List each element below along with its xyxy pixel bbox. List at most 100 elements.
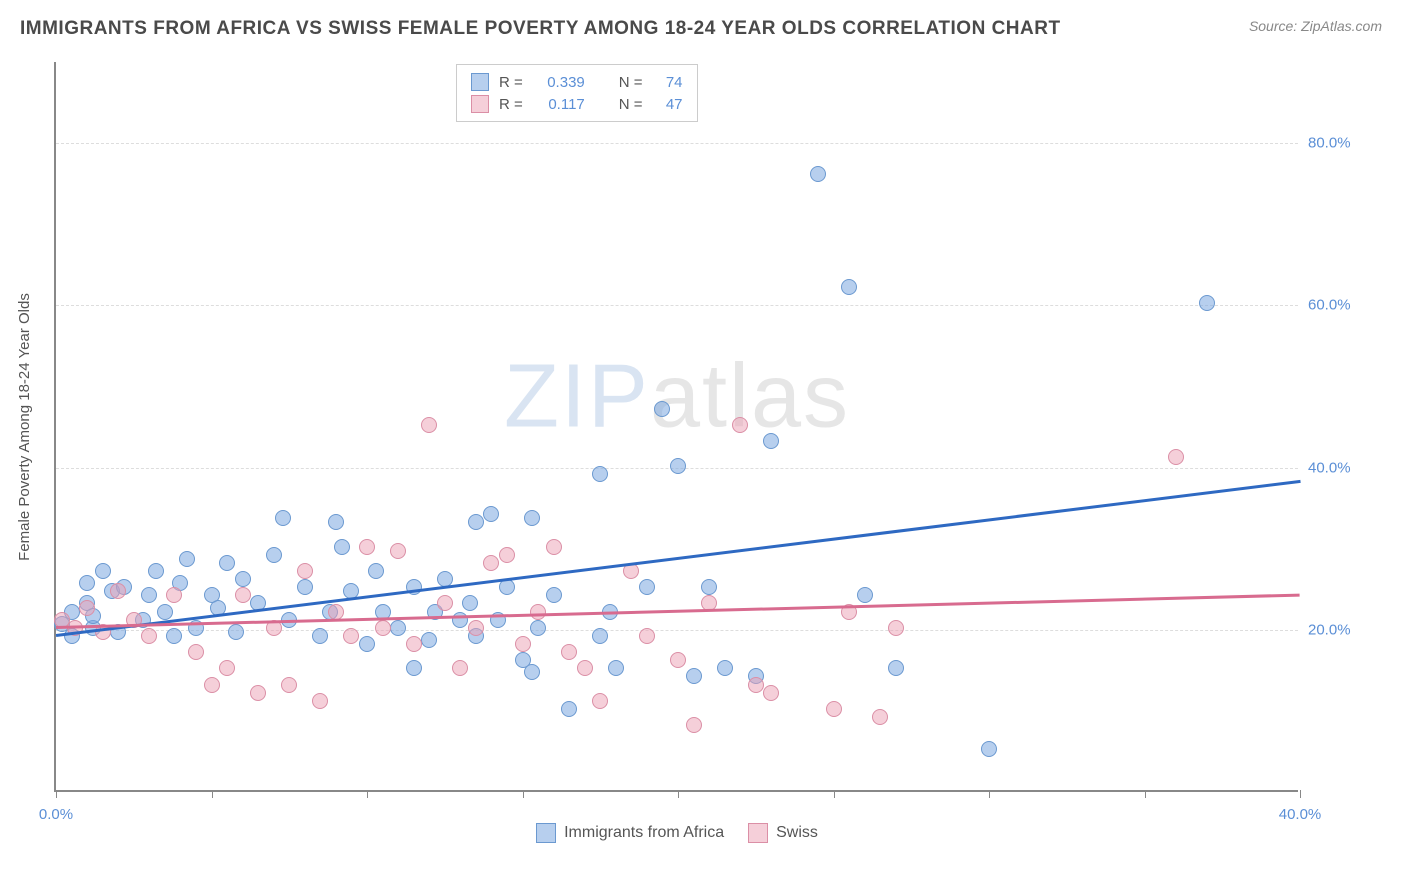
series-legend: Immigrants from Africa Swiss bbox=[56, 823, 1298, 848]
data-point bbox=[530, 620, 546, 636]
data-point bbox=[654, 401, 670, 417]
data-point bbox=[343, 628, 359, 644]
legend-swatch bbox=[748, 823, 768, 843]
x-tick-label: 40.0% bbox=[1279, 806, 1322, 823]
r-value: 0.117 bbox=[533, 96, 585, 113]
data-point bbox=[670, 458, 686, 474]
watermark-zip: ZIP bbox=[504, 346, 650, 446]
y-axis-title: Female Poverty Among 18-24 Year Olds bbox=[16, 293, 33, 561]
data-point bbox=[421, 632, 437, 648]
x-tick bbox=[834, 790, 835, 798]
source-attribution: Source: ZipAtlas.com bbox=[1249, 18, 1382, 34]
data-point bbox=[406, 660, 422, 676]
data-point bbox=[375, 620, 391, 636]
data-point bbox=[141, 628, 157, 644]
stats-legend-row: R = 0.117 N = 47 bbox=[471, 93, 683, 115]
y-tick-label: 60.0% bbox=[1308, 297, 1368, 314]
x-tick bbox=[1300, 790, 1301, 798]
data-point bbox=[592, 628, 608, 644]
legend-label: Immigrants from Africa bbox=[564, 824, 724, 842]
data-point bbox=[235, 571, 251, 587]
data-point bbox=[368, 563, 384, 579]
data-point bbox=[546, 587, 562, 603]
data-point bbox=[275, 510, 291, 526]
data-point bbox=[228, 624, 244, 640]
data-point bbox=[981, 741, 997, 757]
data-point bbox=[530, 604, 546, 620]
stats-legend-row: R =0.339N =74 bbox=[471, 71, 683, 93]
n-value: 47 bbox=[653, 96, 683, 113]
data-point bbox=[701, 579, 717, 595]
r-label: R = bbox=[499, 96, 523, 113]
data-point bbox=[748, 677, 764, 693]
data-point bbox=[390, 543, 406, 559]
x-tick-label: 0.0% bbox=[39, 806, 73, 823]
watermark: ZIPatlas bbox=[504, 345, 850, 448]
data-point bbox=[717, 660, 733, 676]
legend-swatch bbox=[536, 823, 556, 843]
x-tick bbox=[56, 790, 57, 798]
data-point bbox=[515, 636, 531, 652]
data-point bbox=[452, 660, 468, 676]
data-point bbox=[437, 595, 453, 611]
data-point bbox=[592, 693, 608, 709]
data-point bbox=[297, 563, 313, 579]
data-point bbox=[328, 514, 344, 530]
data-point bbox=[297, 579, 313, 595]
data-point bbox=[328, 604, 344, 620]
gridline-h bbox=[56, 305, 1298, 306]
data-point bbox=[888, 660, 904, 676]
data-point bbox=[452, 612, 468, 628]
header: IMMIGRANTS FROM AFRICA VS SWISS FEMALE P… bbox=[0, 0, 1406, 48]
data-point bbox=[166, 628, 182, 644]
data-point bbox=[483, 506, 499, 522]
x-tick bbox=[212, 790, 213, 798]
data-point bbox=[148, 563, 164, 579]
legend-swatch bbox=[471, 95, 489, 113]
data-point bbox=[141, 587, 157, 603]
data-point bbox=[608, 660, 624, 676]
data-point bbox=[577, 660, 593, 676]
data-point bbox=[499, 547, 515, 563]
x-tick bbox=[1145, 790, 1146, 798]
n-label: N = bbox=[619, 96, 643, 113]
data-point bbox=[888, 620, 904, 636]
data-point bbox=[359, 636, 375, 652]
data-point bbox=[524, 510, 540, 526]
data-point bbox=[468, 620, 484, 636]
data-point bbox=[157, 604, 173, 620]
data-point bbox=[763, 433, 779, 449]
data-point bbox=[686, 717, 702, 733]
legend-item: Swiss bbox=[748, 823, 818, 843]
data-point bbox=[334, 539, 350, 555]
data-point bbox=[266, 547, 282, 563]
gridline-h bbox=[56, 143, 1298, 144]
data-point bbox=[810, 166, 826, 182]
data-point bbox=[95, 563, 111, 579]
data-point bbox=[166, 587, 182, 603]
scatter-plot: ZIPatlas 20.0%40.0%60.0%80.0%0.0%40.0%R … bbox=[54, 62, 1298, 792]
legend-item: Immigrants from Africa bbox=[536, 823, 724, 843]
data-point bbox=[312, 628, 328, 644]
data-point bbox=[872, 709, 888, 725]
data-point bbox=[826, 701, 842, 717]
data-point bbox=[841, 279, 857, 295]
data-point bbox=[219, 660, 235, 676]
data-point bbox=[219, 555, 235, 571]
legend-label: Swiss bbox=[776, 824, 818, 842]
data-point bbox=[499, 579, 515, 595]
data-point bbox=[763, 685, 779, 701]
data-point bbox=[857, 587, 873, 603]
chart-title: IMMIGRANTS FROM AFRICA VS SWISS FEMALE P… bbox=[20, 18, 1061, 40]
data-point bbox=[421, 417, 437, 433]
stats-legend: R =0.339N =74 R = 0.117 N = 47 bbox=[456, 64, 698, 122]
data-point bbox=[1199, 295, 1215, 311]
data-point bbox=[179, 551, 195, 567]
data-point bbox=[359, 539, 375, 555]
data-point bbox=[250, 685, 266, 701]
x-tick bbox=[523, 790, 524, 798]
data-point bbox=[732, 417, 748, 433]
data-point bbox=[406, 636, 422, 652]
data-point bbox=[686, 668, 702, 684]
x-tick bbox=[367, 790, 368, 798]
